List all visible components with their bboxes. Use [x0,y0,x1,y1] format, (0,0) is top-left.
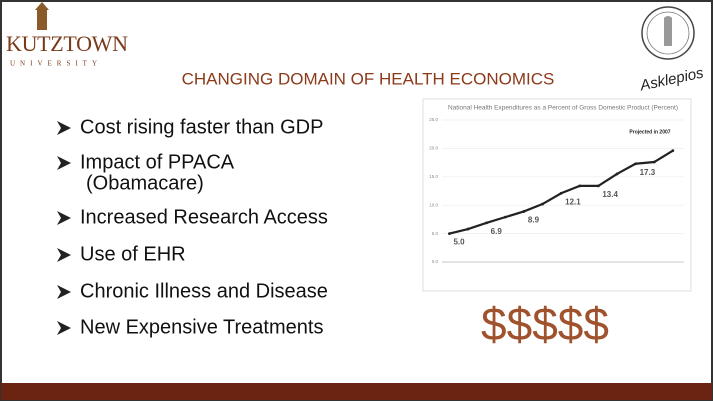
bullet-arrow [57,321,71,335]
bullet-arrow [57,248,71,262]
bullet-continuation: (Obamacare) [86,172,204,194]
data-point [615,172,619,176]
data-point [634,162,637,166]
data-label: 17.3 [640,168,656,177]
data-label: 12.1 [565,197,581,206]
y-tick-label: 0.0 [432,259,439,264]
bullet-arrow [57,156,71,170]
logo-subtitle: UNIVERSITY [10,60,102,68]
logo-figure [664,16,672,46]
data-point [541,202,544,206]
bullet-arrow [57,121,71,135]
data-point [503,215,507,219]
y-tick-label: 25.0 [429,117,438,122]
bullet-text: Use of EHR [80,243,186,265]
data-point [522,210,526,213]
data-point [596,184,600,188]
bullet-arrow [57,211,71,225]
data-label: 6.9 [491,227,503,236]
data-label: 5.0 [453,238,465,247]
data-label: 13.4 [602,190,618,199]
bullet-text: Increased Research Access [80,206,328,228]
y-tick-label: 20.0 [429,146,438,151]
y-tick-label: 5.0 [432,231,439,236]
data-point [578,184,582,188]
data-point [466,227,470,231]
bullet-text: Impact of PPACA [80,151,235,173]
slide-title: CHANGING DOMAIN OF HEALTH ECONOMICS [182,69,555,88]
logo-medallion-inner [646,11,690,55]
logo-roof [35,2,49,10]
data-point [559,191,563,195]
footer-bar [1,383,712,400]
logo-tower [37,8,47,30]
bullet-text: Cost rising faster than GDP [80,116,323,138]
data-point [448,232,451,236]
data-point [485,221,489,225]
chart-title: National Health Expenditures as a Percen… [448,105,678,112]
data-label: 8.9 [528,216,540,225]
chart-annotation: Projected in 2007 [629,129,670,135]
y-tick-label: 15.0 [429,174,438,179]
data-point [671,149,675,153]
dollar-signs: $$$$$ [481,298,609,350]
bullet-arrow [57,285,71,299]
bullet-text: Chronic Illness and Disease [80,280,328,302]
left-logo: KUTZTOWN UNIVERSITY [6,2,128,68]
logo-name: KUTZTOWN [6,31,128,56]
y-tick-label: 10.0 [429,202,438,207]
data-point [652,160,656,164]
bullet-text: New Expensive Treatments [80,316,323,338]
logo-medallion [641,6,695,60]
